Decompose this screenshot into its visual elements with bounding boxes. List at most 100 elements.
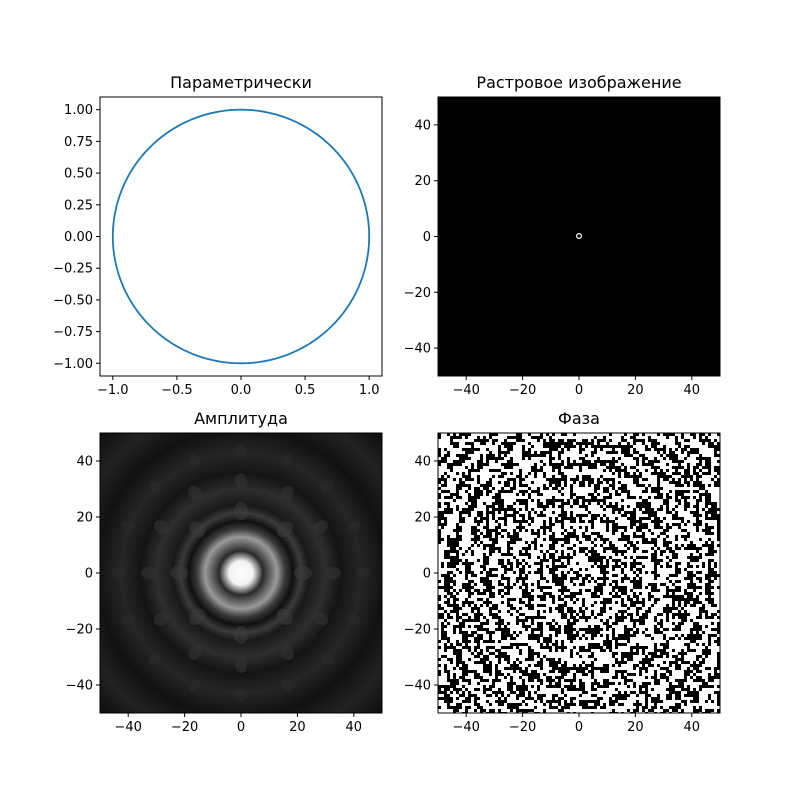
- amplitude-lobe: [170, 566, 188, 580]
- amplitude-lobe: [282, 453, 294, 468]
- amplitude-lobe: [188, 453, 200, 468]
- amplitude-lobe: [236, 444, 246, 458]
- amplitude-lobe: [236, 688, 246, 702]
- amplitude-lobe: [188, 678, 200, 693]
- amplitude-lobe: [234, 502, 248, 520]
- x-tick-label: −0.5: [161, 383, 193, 398]
- axes-frame: [99, 96, 383, 377]
- amplitude-lobe: [121, 614, 136, 626]
- amplitude-lobe: [282, 678, 294, 693]
- amplitude-lobe: [148, 480, 161, 493]
- amplitude-lobe: [276, 521, 293, 538]
- amplitude-lobe: [325, 567, 341, 579]
- x-tick-label: −40: [452, 383, 479, 398]
- x-tick-label: 0: [575, 720, 583, 735]
- phase-texture: [438, 433, 720, 713]
- y-tick-label: 0.50: [64, 167, 93, 182]
- x-tick-label: 0.0: [231, 383, 252, 398]
- panel-amplitude: Амплитуда −40 −20 0 20 40 40 20 0 −20 −40: [66, 409, 383, 735]
- y-tick-label: 0.00: [64, 230, 93, 245]
- x-tick-label: 20: [627, 383, 644, 398]
- x-tick-label: 0: [575, 383, 583, 398]
- axes-frame: [437, 432, 721, 714]
- y-tick-label: −0.75: [53, 325, 93, 340]
- y-tick-label: 0: [423, 230, 431, 245]
- phase-noise: [438, 433, 720, 713]
- x-tick-label: −40: [452, 720, 479, 735]
- x-tick-label: −20: [171, 720, 198, 735]
- x-tick-label: 40: [684, 383, 701, 398]
- panel-title: Растровое изображение: [476, 73, 681, 92]
- y-tick-label: −20: [404, 623, 431, 638]
- y-tick-label: −40: [66, 679, 93, 694]
- y-tick-label: −0.50: [53, 293, 93, 308]
- amplitude-lobe: [321, 653, 334, 666]
- amplitude-lobe: [276, 608, 293, 625]
- series-line: [111, 108, 371, 365]
- x-tick-label: −1.0: [97, 383, 129, 398]
- raster-image: [438, 97, 720, 376]
- amplitude-lobe: [188, 645, 202, 661]
- amplitude-lobe: [153, 520, 169, 534]
- x-tick-label: 20: [289, 720, 306, 735]
- panel-parametric: Параметрически −1.0 −0.5 0.0 0.5 1.0 1.00 0.7…: [53, 73, 383, 398]
- raster-ring: [575, 233, 582, 240]
- y-tick-label: 20: [414, 511, 431, 526]
- axes-frame: [99, 432, 383, 714]
- x-tick-label: −40: [114, 720, 141, 735]
- amplitude-lobe: [141, 567, 157, 579]
- amplitude-lobe: [280, 485, 294, 501]
- amplitude-lobe: [356, 568, 370, 578]
- x-tick-label: 0: [237, 720, 245, 735]
- y-tick-label: 20: [414, 174, 431, 189]
- amplitude-lobe: [188, 485, 202, 501]
- y-axis: 1.00 0.75 0.50 0.25 0.00 −0.25 −0.50 −0.75 −1.00: [53, 103, 100, 372]
- x-axis: −40 −20 0 20 40: [114, 713, 362, 735]
- x-tick-label: 0.5: [295, 383, 316, 398]
- amplitude-pattern: [100, 433, 382, 713]
- panel-phase: Фаза −40 −20 0 20 40 40 20 0 −20 −40: [404, 409, 721, 735]
- amplitude-lobe: [280, 645, 294, 661]
- y-tick-label: 0: [423, 567, 431, 582]
- y-tick-label: −0.25: [53, 262, 93, 277]
- y-tick-label: 0.75: [64, 135, 93, 150]
- y-tick-label: 1.00: [64, 103, 93, 118]
- amplitude-lobe: [189, 521, 206, 538]
- x-tick-label: −20: [509, 383, 536, 398]
- y-tick-label: −40: [404, 679, 431, 694]
- x-tick-label: 20: [627, 720, 644, 735]
- amplitude-lobe: [121, 520, 136, 532]
- y-tick-label: −1.00: [53, 357, 93, 372]
- x-axis: −40 −20 0 20 40: [452, 376, 700, 398]
- panel-title: Фаза: [558, 409, 600, 428]
- y-tick-label: 40: [414, 455, 431, 470]
- y-tick-label: 40: [76, 455, 93, 470]
- amplitude-lobe: [235, 473, 247, 489]
- amplitude-lobe: [313, 612, 329, 626]
- amplitude-lobe: [112, 568, 126, 578]
- amplitude-lobe: [153, 612, 169, 626]
- amplitude-lobe: [235, 657, 247, 673]
- panel-raster: Растровое изображение −40 −20 0 20 40 40200−…: [404, 73, 721, 398]
- x-axis: −40 −20 0 20 40: [452, 713, 700, 735]
- amplitude-lobes: [112, 444, 370, 702]
- amplitude-lobe: [321, 480, 334, 493]
- y-tick-label: 20: [76, 511, 93, 526]
- amplitude-lobe: [148, 653, 161, 666]
- y-tick-label: −20: [66, 623, 93, 638]
- y-tick-label: 40: [414, 118, 431, 133]
- x-tick-label: 1.0: [359, 383, 380, 398]
- amplitude-lobe: [234, 626, 248, 644]
- y-tick-label: −20: [404, 286, 431, 301]
- y-tick-label: 0.25: [64, 198, 93, 213]
- amplitude-lobe: [189, 608, 206, 625]
- panel-title: Параметрически: [170, 73, 312, 92]
- amplitude-lobe: [346, 520, 361, 532]
- amplitude-lobe: [346, 614, 361, 626]
- y-tick-label: 0: [85, 567, 93, 582]
- x-tick-label: 40: [346, 720, 363, 735]
- amplitude-lobe: [294, 566, 312, 580]
- x-tick-label: 40: [684, 720, 701, 735]
- panel-title: Амплитуда: [194, 409, 288, 428]
